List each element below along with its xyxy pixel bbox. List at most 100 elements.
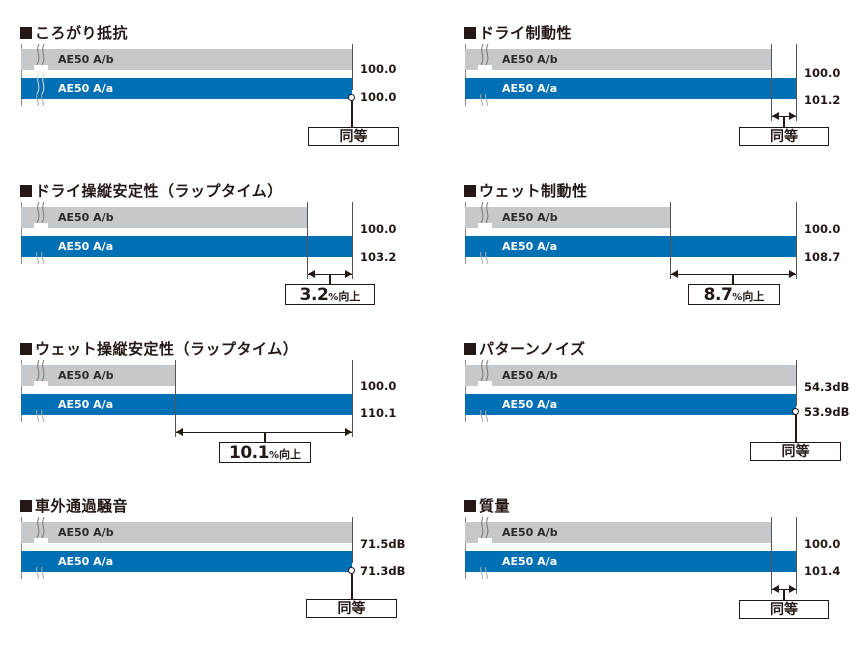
axis-line (21, 360, 22, 422)
leader-line (351, 101, 353, 128)
value-a: 101.2 (804, 93, 841, 107)
axis-break-icon (478, 202, 492, 264)
title-text: ドライ制動性 (479, 24, 573, 42)
value-a: 101.4 (804, 564, 841, 578)
value-b: 100.0 (360, 62, 397, 76)
value-b: 100.0 (804, 222, 841, 236)
square-bullet-icon (20, 343, 32, 355)
arrow-right-icon (789, 585, 796, 593)
square-bullet-icon (464, 500, 476, 512)
bar-ae50-ab: AE50 A/b (21, 207, 307, 228)
axis-break-icon (34, 517, 48, 579)
value-b: 100.0 (360, 379, 397, 393)
value-b: 54.3dB (804, 380, 850, 394)
endline (352, 517, 353, 563)
panel-dry-braking: ドライ制動性 AE50 A/b AE50 A/a 100.0 101.2 同等 (464, 24, 863, 174)
axis-break-icon (478, 517, 492, 579)
bar-label: AE50 A/b (58, 369, 114, 382)
bar-label: AE50 A/b (58, 526, 114, 539)
bar-ae50-aa: AE50 A/a (21, 394, 352, 415)
square-bullet-icon (20, 500, 32, 512)
note-box: 同等 (306, 599, 397, 618)
axis-break-icon (34, 202, 48, 264)
bar-ae50-ab: AE50 A/b (21, 49, 352, 70)
bar-ae50-aa: AE50 A/a (21, 78, 352, 99)
arrow-left-icon (772, 585, 779, 593)
value-b: 100.0 (804, 66, 841, 80)
bar-label: AE50 A/a (502, 82, 558, 95)
title-text: ドライ操縦安定性（ラップタイム） (35, 182, 283, 200)
bar-ae50-aa: AE50 A/a (465, 551, 796, 572)
panel-pass-by-noise: 車外通過騒音 AE50 A/b AE50 A/a 71.5dB 71.3dB 同… (20, 497, 440, 647)
note-box: 3.2%向上 (285, 284, 375, 305)
bar-label: AE50 A/a (58, 82, 114, 95)
title-text: 車外通過騒音 (35, 497, 129, 515)
endline-b (771, 44, 772, 121)
leader-line (329, 274, 331, 285)
axis-line (21, 517, 22, 579)
title-text: ウェット制動性 (479, 182, 588, 200)
note-suffix: 向上 (338, 290, 361, 303)
arrow-left-icon (308, 270, 315, 278)
bar-label: AE50 A/a (502, 555, 558, 568)
note-number: 8.7 (703, 285, 733, 305)
bar-ae50-aa: AE50 A/a (465, 78, 796, 99)
arrow-right-icon (789, 270, 796, 278)
bar-ae50-aa: AE50 A/a (21, 236, 352, 257)
leader-line (264, 432, 266, 443)
bar-label: AE50 A/a (502, 240, 558, 253)
marker-dot-icon (792, 408, 799, 415)
endline-a (352, 360, 353, 437)
panel-title: ころがり抵抗 (20, 24, 128, 42)
endline-b (307, 202, 308, 279)
title-text: ころがり抵抗 (35, 24, 129, 42)
leader-line (795, 415, 797, 443)
note-suffix: 向上 (278, 448, 301, 461)
panel-wet-handling: ウェット操縦安定性（ラップタイム） AE50 A/b AE50 A/a 100.… (20, 340, 440, 490)
note-box: 同等 (308, 127, 399, 146)
axis-break-icon (34, 44, 48, 106)
value-b: 100.0 (360, 222, 397, 236)
bar-ae50-aa: AE50 A/a (465, 236, 796, 257)
axis-line (465, 44, 466, 106)
note-box: 8.7%向上 (688, 284, 780, 305)
marker-dot-icon (348, 94, 355, 101)
bar-label: AE50 A/a (58, 240, 114, 253)
value-b: 100.0 (804, 537, 841, 551)
panel-title: ウェット制動性 (464, 182, 588, 200)
arrow-right-icon (789, 112, 796, 120)
note-percent: % (268, 450, 279, 461)
panel-wet-braking: ウェット制動性 AE50 A/b AE50 A/a 100.0 108.7 8.… (464, 182, 863, 332)
axis-line (465, 517, 466, 579)
bar-ae50-ab: AE50 A/b (465, 207, 670, 228)
arrow-left-icon (176, 428, 183, 436)
note-suffix: 向上 (742, 290, 765, 303)
marker-dot-icon (348, 567, 355, 574)
leader-line (732, 274, 734, 285)
value-a: 110.1 (360, 406, 397, 420)
panel-title: パターンノイズ (464, 340, 586, 358)
value-a: 108.7 (804, 250, 841, 264)
arrow-left-icon (671, 270, 678, 278)
square-bullet-icon (20, 27, 32, 39)
leader-line (783, 589, 785, 601)
axis-line (21, 202, 22, 264)
panel-rolling-resistance: ころがり抵抗 AE50 A/b AE50 A/a 100.0 100.0 同等 (20, 24, 440, 174)
value-b: 71.5dB (360, 537, 406, 551)
arrow-left-icon (772, 112, 779, 120)
bar-label: AE50 A/b (58, 211, 114, 224)
endline (796, 360, 797, 406)
note-percent: % (732, 292, 743, 303)
endline-b (771, 517, 772, 594)
endline-a (796, 44, 797, 121)
endline-a (796, 517, 797, 594)
axis-line (21, 44, 22, 106)
title-text: 質量 (479, 497, 511, 515)
endline-a (796, 202, 797, 279)
bar-label: AE50 A/a (58, 555, 114, 568)
bar-label: AE50 A/a (502, 398, 558, 411)
leader-line (351, 574, 353, 600)
note-number: 10.1 (229, 443, 269, 463)
square-bullet-icon (20, 185, 32, 197)
title-text: パターンノイズ (479, 340, 586, 358)
